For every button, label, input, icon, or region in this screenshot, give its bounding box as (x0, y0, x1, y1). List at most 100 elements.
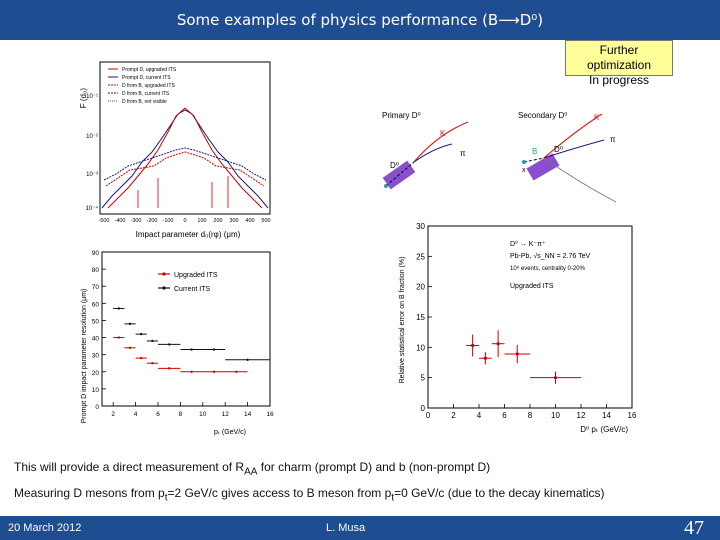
impact-ylabel: F (d₀) (79, 88, 88, 109)
data-point (117, 307, 120, 310)
secondary-detector-element (526, 153, 560, 181)
data-point (246, 358, 249, 361)
impact-xtick: 0 (183, 218, 186, 224)
primary-k-tag: K (440, 129, 446, 138)
optimization-note: Further optimization In progress (565, 40, 673, 87)
impact-xtick: -200 (146, 218, 157, 224)
data-point (168, 367, 171, 370)
primary-pi-tag: π (460, 149, 466, 158)
y-tick-label: 5 (421, 374, 426, 383)
caption-kinematics: Measuring D mesons from pt=2 GeV/c gives… (14, 486, 605, 503)
impact-ytick: 10⁻² (86, 134, 98, 140)
resolution-chart: Prompt D impact parameter resolution (μm… (76, 246, 276, 442)
x-tick-label: 16 (628, 411, 637, 420)
y-tick-label: 90 (92, 250, 100, 257)
impact-xtick: 100 (197, 218, 206, 224)
y-tick-label: 40 (92, 336, 100, 343)
x-tick-label: 2 (451, 411, 456, 420)
secondary-k-track (543, 113, 603, 159)
data-point (515, 352, 519, 356)
legend-label: Upgraded ITS (174, 272, 218, 279)
y-tick-label: 70 (92, 284, 100, 291)
b-fraction-ylabel: Relative statistical error on B fraction… (399, 257, 406, 384)
impact-legend-item: Prompt D, upgraded ITS (122, 67, 177, 73)
primary-vertex (384, 184, 388, 188)
y-tick-label: 10 (416, 343, 425, 352)
y-tick-label: 30 (92, 353, 100, 360)
caption-kin-text-mid: =2 GeV/c gives access to B meson from p (167, 486, 392, 500)
secondary-k-tag: K (594, 113, 600, 122)
y-tick-label: 0 (421, 404, 426, 413)
legend-marker (162, 272, 166, 276)
secondary-pi-tag: π (610, 135, 616, 144)
x-tick-label: 14 (602, 411, 611, 420)
caption-raa-sub: AA (244, 466, 258, 478)
impact-xtick: -100 (162, 218, 173, 224)
impact-xtick: -400 (114, 218, 125, 224)
data-point (117, 336, 120, 339)
b-flight-track (523, 157, 545, 163)
primary-pi-track (413, 143, 453, 163)
x-tick-label: 10 (199, 411, 207, 418)
y-tick-label: 15 (416, 313, 425, 322)
y-tick-label: 20 (92, 370, 100, 377)
note-line-1: Further optimization (586, 43, 652, 72)
data-point (496, 342, 500, 346)
data-point (483, 356, 487, 360)
x-tick-label: 16 (266, 411, 274, 418)
data-point (190, 370, 193, 373)
x-tick-label: 10 (551, 411, 560, 420)
events-annotation: 10⁸ events, centrality 0-20% (510, 265, 586, 272)
impact-parameter-plot: F (d₀) 10⁻¹ 10⁻² 10⁻³ 10⁻⁴ -500 -400 -30… (78, 58, 274, 244)
impact-ytick: 10⁻⁴ (86, 205, 99, 212)
primary-k-track (413, 121, 469, 163)
prompt-upgraded-curve (107, 107, 263, 209)
caption-kin-text-end: =0 GeV/c (due to the decay kinematics) (394, 486, 605, 500)
caption-kin-sub: t (391, 492, 395, 504)
x-tick-label: 12 (222, 411, 230, 418)
secondary-other-track (543, 157, 617, 203)
x-tick-label: 8 (528, 411, 533, 420)
resolution-ylabel: Prompt D impact parameter resolution (μm… (81, 289, 88, 424)
impact-xtick: -300 (130, 218, 141, 224)
data-point (140, 332, 143, 336)
footer-bar: 20 March 2012 L. Musa 47 (0, 516, 720, 540)
x-tick-label: 14 (244, 411, 252, 418)
prompt-current-curve (101, 109, 269, 209)
data-point (235, 370, 238, 373)
decay-topology-diagram: Primary D⁰ Secondary D⁰ D⁰ K π B D⁰ K π … (378, 92, 638, 212)
from-b-current-curve (103, 147, 267, 181)
slide-title: Some examples of physics performance (B⟶… (176, 11, 544, 29)
impact-ytick: 10⁻³ (86, 172, 98, 178)
data-point (168, 343, 171, 346)
y-tick-label: 60 (92, 301, 100, 308)
data-point (212, 370, 216, 373)
primary-d0-label: Primary D⁰ (382, 111, 421, 120)
data-point (128, 346, 132, 350)
data-point (553, 376, 558, 380)
system-annotation: Pb-Pb, √s_NN = 2.76 TeV (510, 252, 591, 260)
y-tick-label: 20 (416, 283, 425, 292)
secondary-pi-track (543, 139, 605, 159)
data-point (471, 343, 475, 348)
resolution-plot-frame (101, 251, 271, 407)
impact-ytick: 10⁻¹ (86, 94, 98, 100)
x-tick-label: 6 (156, 411, 160, 418)
caption-kin-sub: t (164, 492, 168, 504)
y-tick-label: 0 (95, 404, 99, 411)
caption-raa-text-end: for charm (prompt D) and b (non-prompt D… (257, 460, 491, 474)
data-point (140, 356, 143, 360)
data-point (212, 348, 216, 351)
x-tick-label: 4 (134, 411, 138, 418)
secondary-d0-tag: D⁰ (554, 145, 563, 154)
footer-date: 20 March 2012 (8, 522, 82, 534)
x-tick-label: 4 (477, 411, 482, 420)
impact-legend-item: Prompt D, current ITS (122, 75, 171, 81)
b-fraction-chart: Relative statistical error on B fraction… (392, 220, 640, 440)
legend-marker (162, 286, 166, 290)
legend-label: Current ITS (174, 286, 211, 293)
its-annotation: Upgraded ITS (510, 283, 554, 290)
y-tick-label: 80 (92, 267, 100, 274)
caption-kin-text: Measuring D mesons from p (14, 486, 165, 500)
primary-d0-track (385, 161, 415, 187)
